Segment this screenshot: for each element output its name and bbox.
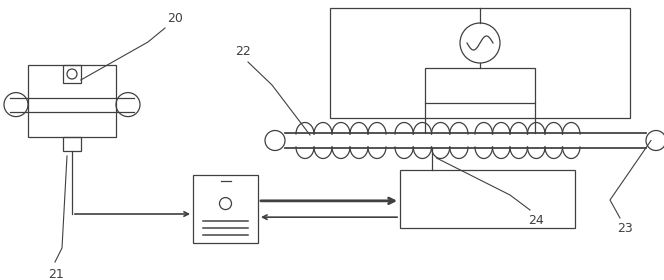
- Text: 21: 21: [48, 268, 64, 280]
- Text: 20: 20: [167, 12, 183, 25]
- Text: 23: 23: [617, 222, 633, 235]
- Text: 24: 24: [528, 214, 544, 227]
- Bar: [400, 170, 575, 228]
- Bar: [425, 68, 535, 103]
- Bar: [63, 137, 81, 151]
- Text: 22: 22: [235, 45, 251, 58]
- Bar: [28, 65, 116, 137]
- Bar: [330, 8, 630, 118]
- Bar: [193, 175, 258, 243]
- Bar: [63, 65, 81, 83]
